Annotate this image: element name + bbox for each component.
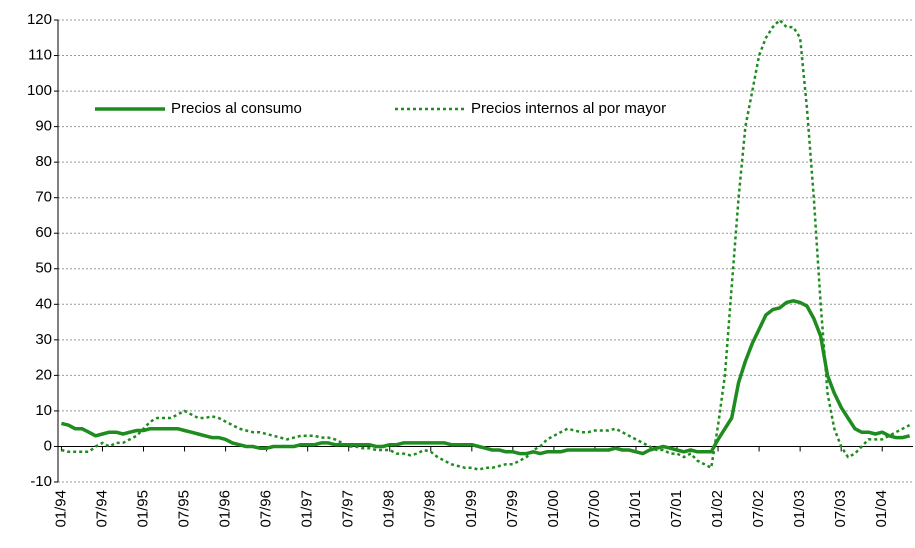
x-tick-label: 01/01	[627, 490, 644, 528]
x-tick-label: 07/97	[340, 490, 357, 528]
y-tick-label: 110	[28, 47, 52, 64]
x-tick-label: 07/02	[750, 490, 767, 528]
line	[60, 299, 911, 456]
x-tick-label: 01/02	[709, 490, 726, 528]
y-tick-label: 50	[35, 260, 52, 277]
x-tick-label: 07/96	[258, 490, 275, 528]
y-tick-label: 70	[35, 189, 52, 206]
y-tick-label: 100	[27, 82, 52, 99]
y-tick-label: 60	[35, 224, 52, 241]
legend-label: Precios al consumo	[171, 100, 302, 117]
y-tick-label: 90	[35, 118, 52, 135]
legend-label: Precios internos al por mayor	[471, 100, 666, 117]
y-tick-label: 30	[35, 331, 52, 348]
line	[61, 18, 911, 471]
x-tick-label: 01/96	[217, 490, 234, 528]
x-tick-label: 01/95	[134, 490, 151, 528]
x-tick-label: 07/99	[504, 490, 521, 528]
y-tick-label: 120	[27, 11, 52, 28]
x-tick-label: 07/01	[668, 490, 685, 528]
x-tick-label: 01/97	[299, 490, 316, 528]
x-tick-label: 01/04	[873, 490, 890, 528]
x-tick-label: 07/00	[586, 490, 603, 528]
x-tick-label: 01/99	[463, 490, 480, 528]
y-tick-label: -10	[30, 473, 52, 490]
x-tick-label: 01/94	[52, 490, 69, 528]
x-tick-label: 01/03	[791, 490, 808, 528]
x-tick-label: 07/94	[93, 490, 110, 528]
y-tick-label: 80	[35, 153, 52, 170]
y-tick-label: 40	[35, 295, 52, 312]
x-tick-label: 07/95	[176, 490, 193, 528]
x-tick-label: 01/98	[381, 490, 398, 528]
x-tick-label: 07/98	[422, 490, 439, 528]
y-tick-label: 20	[35, 366, 52, 383]
y-tick-label: 10	[35, 402, 52, 419]
x-tick-label: 01/00	[545, 490, 562, 528]
y-tick-label: 0	[44, 437, 52, 454]
x-tick-label: 07/03	[832, 490, 849, 528]
